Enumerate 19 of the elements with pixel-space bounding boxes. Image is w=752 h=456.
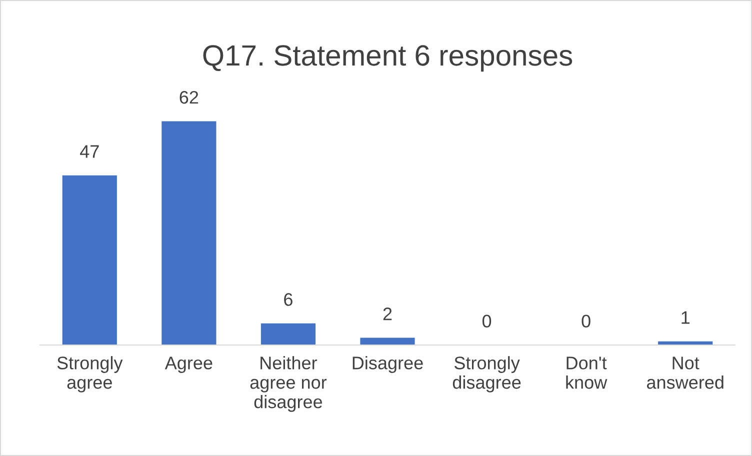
bar	[162, 121, 216, 345]
bar	[260, 323, 316, 345]
data-label: 1	[682, 311, 690, 324]
data-label: 0	[582, 314, 590, 328]
x-tick-label: Disagree	[352, 356, 423, 373]
data-label: 6	[284, 293, 292, 306]
data-label: 0	[482, 314, 492, 328]
x-tick-label: Neither agree nor disagree	[250, 356, 327, 412]
bar	[62, 175, 117, 345]
x-tick-label: Strongly disagree	[452, 356, 521, 392]
data-label: 47	[80, 145, 99, 158]
chart-title: Q17. Statement 6 responses	[203, 45, 572, 72]
x-tick-label: Agree	[164, 356, 212, 373]
data-label: 62	[180, 90, 198, 104]
x-tick-label: Don't know	[566, 356, 608, 389]
bar	[360, 338, 415, 345]
x-tick-label: Not answered	[646, 356, 724, 389]
data-label: 2	[383, 308, 392, 320]
x-tick-label: Strongly agree	[57, 356, 123, 392]
